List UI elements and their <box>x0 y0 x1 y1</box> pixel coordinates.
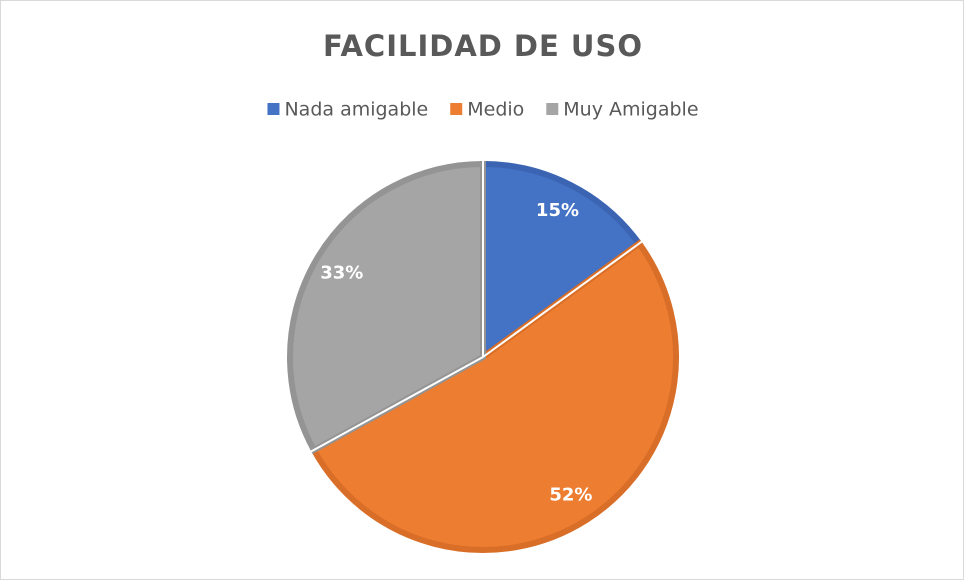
data-label: 52% <box>549 485 592 506</box>
legend-swatch <box>450 103 463 115</box>
pie-slice <box>287 160 486 455</box>
data-label: 33% <box>320 262 363 283</box>
slice-separator <box>482 240 643 358</box>
pie-slice <box>309 239 679 554</box>
legend-label: Nada amigable <box>284 99 428 121</box>
chart-title: FACILIDAD DE USO <box>323 29 643 63</box>
pie-slice <box>480 160 644 363</box>
legend-label: Muy Amigable <box>563 99 698 121</box>
legend-swatch <box>267 103 280 115</box>
legend-label: Medio <box>467 99 524 121</box>
legend: Nada amigable Medio Muy Amigable <box>267 99 699 121</box>
legend-swatch <box>546 103 559 115</box>
slice-separator <box>309 356 484 453</box>
data-label: 15% <box>536 200 579 221</box>
